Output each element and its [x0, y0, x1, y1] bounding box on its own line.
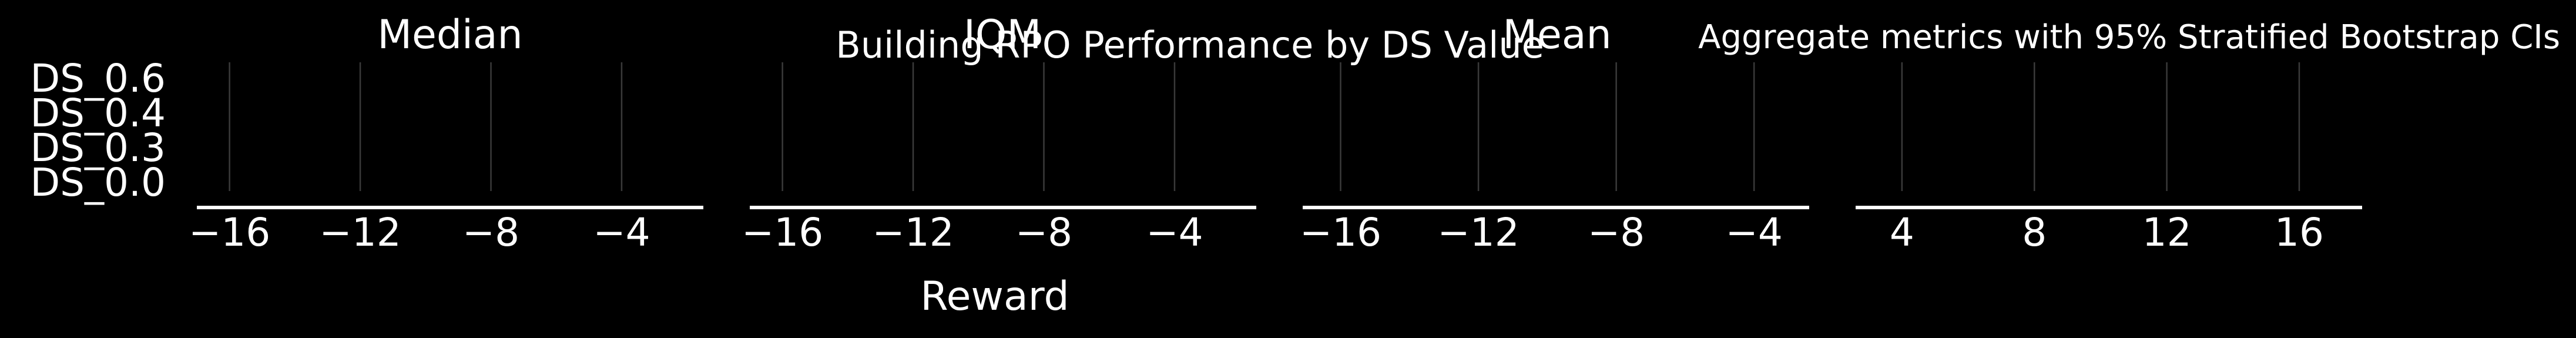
x-tick-label: −8 — [1588, 210, 1645, 255]
subplot-panel: −16 −12 −8 −4 — [1300, 62, 1809, 255]
subplot-panel: −16 −12 −8 −4 — [189, 62, 703, 255]
x-tick-label: −16 — [189, 210, 270, 255]
x-tick-label: −16 — [1300, 210, 1381, 255]
x-tick-label: −12 — [1437, 210, 1519, 255]
panel-title: Median — [377, 12, 522, 58]
y-tick-label: DS_0.6 — [30, 56, 166, 101]
subplot-panel: 4 8 12 16 — [1856, 62, 2362, 255]
x-tick-label: 16 — [2275, 210, 2324, 255]
subplot-panels: −16 −12 −8 −4 −16 −12 −8 −4 −16 −12 −8 −4 4 8 12 16 — [189, 62, 2362, 255]
x-tick-label: −8 — [1015, 210, 1072, 255]
x-tick-label: −12 — [319, 210, 401, 255]
y-tick-label: DS_0.4 — [30, 91, 166, 136]
x-tick-label: 4 — [1890, 210, 1914, 255]
panel-title: Mean — [1502, 12, 1611, 58]
x-tick-label: −4 — [1146, 210, 1203, 255]
x-tick-label: 12 — [2142, 210, 2192, 255]
y-tick-label: DS_0.0 — [30, 160, 166, 205]
figure-suptitle: Building RPO Performance by DS Value — [836, 24, 1544, 66]
subplot-panel: −16 −12 −8 −4 — [742, 62, 1256, 255]
x-tick-label: −4 — [593, 210, 650, 255]
y-axis-labels: DS_0.6 DS_0.4 DS_0.3 DS_0.0 — [30, 56, 166, 205]
x-tick-label: −16 — [742, 210, 823, 255]
figure-side-title: Aggregate metrics with 95% Stratified Bo… — [1698, 18, 2560, 56]
x-tick-label: −12 — [872, 210, 954, 255]
x-axis-label: Reward — [920, 273, 1069, 320]
x-tick-label: −4 — [1726, 210, 1783, 255]
y-tick-label: DS_0.3 — [30, 125, 166, 170]
x-tick-label: −8 — [462, 210, 519, 255]
x-tick-label: 8 — [2022, 210, 2047, 255]
panel-title: IQM — [964, 12, 1041, 58]
